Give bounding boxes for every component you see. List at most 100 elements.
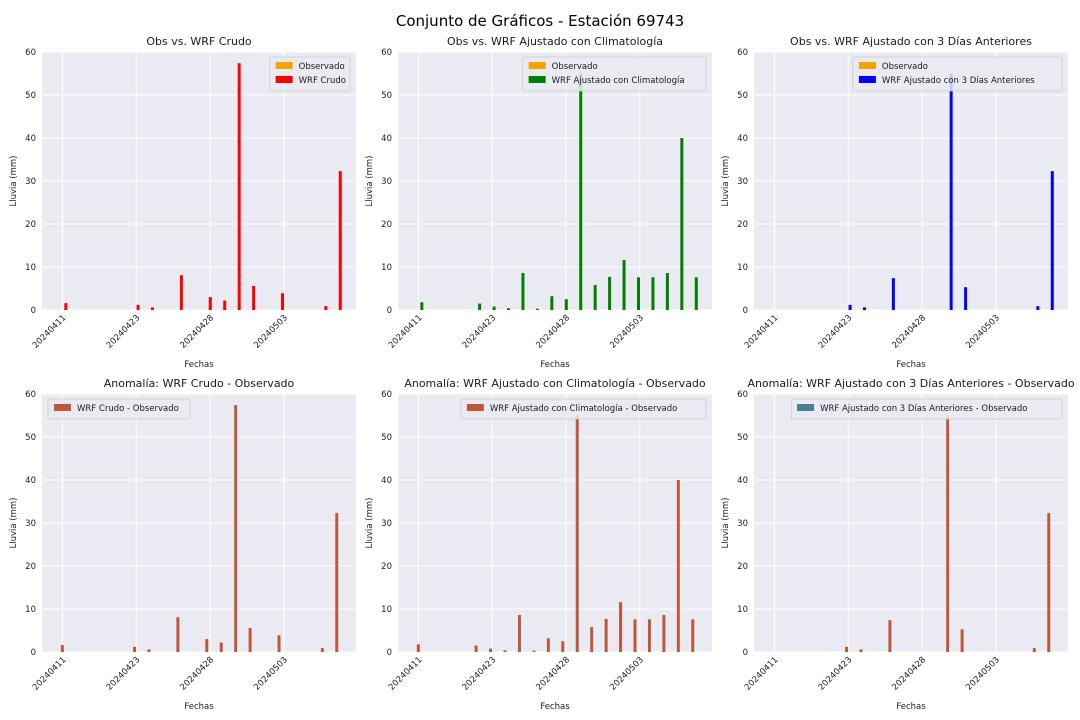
y-tick-label: 50 — [25, 433, 36, 443]
series-1 — [845, 415, 1051, 652]
bar — [964, 287, 968, 310]
bar — [960, 629, 964, 652]
y-axis-label: Lluvia (mm) — [365, 498, 375, 549]
bar — [604, 618, 608, 652]
y-tick-label: 10 — [25, 605, 36, 615]
bar — [133, 646, 137, 652]
x-axis-label: Fechas — [896, 702, 926, 712]
bar — [489, 648, 493, 652]
legend-swatch — [528, 76, 546, 83]
bar — [208, 297, 212, 310]
figure-title: Conjunto de Gráficos - Estación 69743 — [396, 12, 684, 30]
y-tick-label: 20 — [737, 220, 748, 230]
legend-entry: WRF Ajustado con 3 Días Anteriores — [882, 76, 1035, 86]
legend-swatch — [275, 62, 293, 69]
bar — [564, 299, 568, 310]
x-axis-label: Fechas — [540, 702, 570, 712]
bar — [64, 303, 68, 310]
bar — [234, 405, 238, 652]
bar — [647, 619, 651, 652]
bar — [1047, 513, 1051, 652]
series-2 — [64, 63, 342, 311]
legend-entry: Observado — [882, 62, 928, 72]
y-tick-label: 30 — [381, 519, 392, 529]
bar — [248, 627, 252, 652]
bar — [420, 302, 424, 310]
bar — [662, 615, 666, 652]
bar — [550, 296, 554, 310]
bar — [535, 308, 539, 310]
y-tick-label: 30 — [381, 177, 392, 187]
bar — [237, 63, 241, 311]
y-tick-label: 20 — [381, 562, 392, 572]
y-tick-label: 10 — [737, 605, 748, 615]
bar — [205, 639, 209, 652]
y-tick-label: 40 — [381, 134, 392, 144]
bar — [608, 276, 612, 310]
y-tick-label: 40 — [25, 134, 36, 144]
y-tick-label: 20 — [737, 562, 748, 572]
series-2 — [420, 73, 698, 310]
legend-entry: WRF Crudo - Observado — [77, 404, 179, 414]
bar — [1036, 306, 1040, 310]
legend-swatch — [466, 404, 484, 411]
bar — [863, 307, 867, 310]
bar — [691, 619, 695, 652]
series-2 — [848, 73, 1054, 310]
y-tick-label: 60 — [25, 390, 36, 400]
bar — [1032, 648, 1036, 652]
x-axis-label: Fechas — [540, 360, 570, 370]
y-tick-label: 0 — [743, 648, 748, 658]
legend-swatch — [858, 76, 876, 83]
bar — [949, 73, 953, 310]
legend-swatch — [858, 62, 876, 69]
bar — [416, 644, 420, 652]
y-tick-label: 40 — [737, 134, 748, 144]
series-1 — [60, 405, 339, 652]
bar — [492, 306, 496, 310]
series-1 — [416, 415, 695, 652]
bar — [335, 513, 339, 652]
bar — [546, 638, 550, 652]
bar — [575, 415, 579, 652]
bar — [593, 285, 597, 310]
panel-title: Obs vs. WRF Ajustado con Climatología — [447, 35, 663, 48]
bar — [859, 649, 863, 652]
y-tick-label: 10 — [381, 263, 392, 273]
y-tick-label: 10 — [381, 605, 392, 615]
y-tick-label: 60 — [381, 390, 392, 400]
bar — [680, 138, 684, 310]
y-tick-label: 50 — [381, 433, 392, 443]
x-axis-label: Fechas — [184, 360, 214, 370]
legend: WRF Ajustado con 3 Días Anteriores - Obs… — [790, 398, 1063, 420]
bar — [60, 645, 64, 652]
y-tick-label: 30 — [25, 177, 36, 187]
legend-swatch — [797, 404, 815, 411]
bar — [176, 617, 180, 652]
bar — [561, 641, 565, 652]
legend: WRF Crudo - Observado — [47, 398, 191, 420]
bar — [179, 275, 183, 310]
y-tick-label: 10 — [737, 263, 748, 273]
legend-entry: WRF Crudo — [299, 76, 346, 86]
bar — [665, 273, 669, 310]
legend-frame — [790, 398, 1063, 420]
legend: WRF Ajustado con Climatología - Observad… — [460, 398, 707, 420]
legend-frame — [522, 56, 707, 92]
bar — [590, 627, 594, 652]
y-tick-label: 30 — [737, 177, 748, 187]
bar — [676, 480, 680, 652]
y-tick-label: 20 — [25, 220, 36, 230]
bar — [637, 277, 640, 310]
bar — [252, 285, 256, 310]
bar — [579, 73, 583, 310]
legend-entry: WRF Ajustado con Climatología - Observad… — [490, 404, 677, 414]
bar — [277, 635, 281, 652]
y-tick-label: 0 — [31, 648, 36, 658]
bar — [517, 615, 521, 652]
bar — [521, 273, 525, 310]
x-axis-label: Fechas — [184, 702, 214, 712]
panel-title: Anomalía: WRF Crudo - Observado — [104, 377, 295, 390]
y-tick-label: 50 — [737, 433, 748, 443]
